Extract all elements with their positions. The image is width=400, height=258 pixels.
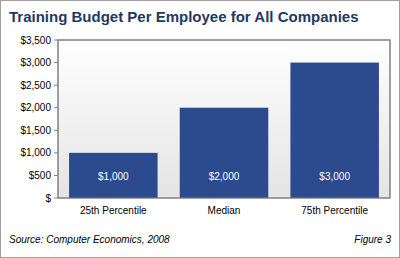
y-tick xyxy=(54,107,58,108)
y-tick xyxy=(54,130,58,131)
bar xyxy=(290,63,379,198)
plot-area xyxy=(58,40,390,198)
data-label: $3,000 xyxy=(319,171,350,182)
y-tick xyxy=(54,175,58,176)
y-tick-label: $1,500 xyxy=(20,125,51,136)
y-tick-label: $3,000 xyxy=(20,57,51,68)
chart: Training Budget Per Employee for All Com… xyxy=(0,0,400,258)
y-tick xyxy=(54,85,58,86)
y-tick xyxy=(54,198,58,199)
source: Source: Computer Economics, 2008 xyxy=(9,234,170,245)
y-tick-label: $2,500 xyxy=(20,80,51,91)
data-label: $2,000 xyxy=(209,171,240,182)
y-tick xyxy=(54,62,58,63)
bar xyxy=(180,108,269,198)
x-tick-label: Median xyxy=(208,205,241,216)
y-tick-label: $2,000 xyxy=(20,102,51,113)
y-tick xyxy=(54,152,58,153)
data-labels: $1,000 $2,000 $3,000 xyxy=(98,171,350,182)
x-tick-label: 75th Percentile xyxy=(301,205,368,216)
data-label: $1,000 xyxy=(98,171,129,182)
plot-frame xyxy=(58,40,390,198)
title: Training Budget Per Employee for All Com… xyxy=(9,8,359,25)
bar xyxy=(69,153,158,198)
y-tick-label: $500 xyxy=(29,170,52,181)
y-tick xyxy=(54,40,58,41)
y-tick-label: $3,500 xyxy=(20,35,51,46)
y-tick-label: $ xyxy=(45,193,51,204)
y-tick-label: $1,000 xyxy=(20,147,51,158)
bars xyxy=(69,63,379,198)
chart-border xyxy=(1,1,400,258)
figure-label: Figure 3 xyxy=(354,234,391,245)
x-tick-label: 25th Percentile xyxy=(80,205,147,216)
